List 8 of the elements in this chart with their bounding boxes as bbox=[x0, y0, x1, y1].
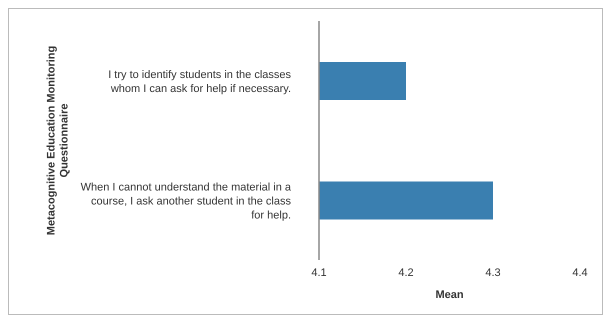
x-tick-label: 4.3 bbox=[485, 266, 501, 279]
y-tick-label: When I cannot understand the material in a course, I ask another student in the class for help. bbox=[80, 181, 292, 222]
x-axis-title: Mean bbox=[435, 289, 464, 301]
x-tick-label: 4.4 bbox=[572, 266, 588, 279]
x-tick-label: 4.2 bbox=[398, 266, 414, 279]
x-tick-label: 4.1 bbox=[311, 266, 327, 279]
y-tick-label: I try to identify students in the classes whom I can ask for help if necessary. bbox=[108, 68, 292, 95]
y-axis-title: Metacognitive Education Monitoring Questionnaire bbox=[46, 46, 70, 236]
